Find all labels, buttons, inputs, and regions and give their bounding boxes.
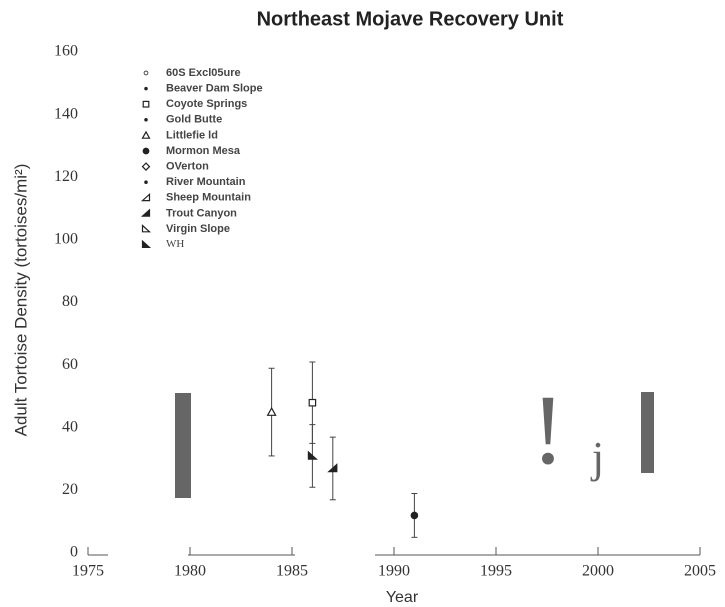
point — [308, 398, 317, 407]
marker — [141, 224, 152, 233]
point — [410, 511, 419, 520]
y-tick-label: 20 — [62, 481, 78, 498]
marker — [141, 239, 152, 248]
x-tick-label: 1975 — [72, 563, 104, 580]
legend-label: Gold Butte — [166, 114, 222, 126]
legend-label: Trout Canyon — [166, 207, 237, 219]
legend-label: Beaver Dam Slope — [166, 83, 263, 95]
y-tick-label: 0 — [70, 544, 78, 561]
y-tick-label: 80 — [62, 293, 78, 310]
point — [266, 406, 277, 416]
x-tick-label: 2000 — [582, 563, 614, 580]
x-tick-label: 1995 — [480, 563, 512, 580]
scan-artifact — [175, 393, 191, 498]
marker — [142, 147, 150, 155]
x-tick-label: 1980 — [174, 563, 206, 580]
x-tick-label: 1990 — [378, 563, 410, 580]
y-axis-label: Adult Tortoise Density (tortoises/mi²) — [11, 164, 30, 437]
legend-label: River Mountain — [166, 176, 246, 188]
annotation: ! — [531, 374, 564, 485]
marker — [140, 192, 151, 202]
marker — [143, 70, 149, 76]
scan-artifact — [641, 392, 654, 473]
marker — [140, 208, 151, 217]
legend-label: Mormon Mesa — [166, 145, 241, 157]
legend-label: Virgin Slope — [166, 223, 230, 235]
y-tick-label: 160 — [54, 43, 78, 60]
y-tick-label: 140 — [54, 105, 78, 122]
y-tick-label: 100 — [54, 231, 78, 248]
point — [307, 450, 318, 460]
chart-title: Northeast Mojave Recovery Unit — [257, 8, 564, 30]
marker — [144, 86, 148, 91]
x-tick-label: 2005 — [684, 563, 716, 580]
legend-label: 60S Excl05ure — [166, 67, 241, 79]
annotation: j — [590, 433, 604, 482]
legend-label: WH — [166, 238, 184, 250]
x-axis-label: Year — [386, 589, 419, 606]
legend-label: Littlefie ld — [166, 129, 218, 141]
y-tick-label: 40 — [62, 418, 78, 435]
marker — [144, 118, 148, 122]
legend-label: Coyote Springs — [166, 98, 247, 110]
marker — [141, 162, 151, 171]
marker — [144, 180, 148, 184]
marker — [142, 100, 150, 108]
y-tick-label: 60 — [62, 356, 78, 373]
marker — [141, 130, 151, 139]
legend-label: OVerton — [166, 161, 209, 173]
point — [327, 463, 338, 473]
x-tick-label: 1985 — [276, 563, 308, 580]
legend-label: Sheep Mountain — [166, 192, 251, 204]
y-tick-label: 120 — [54, 168, 78, 185]
